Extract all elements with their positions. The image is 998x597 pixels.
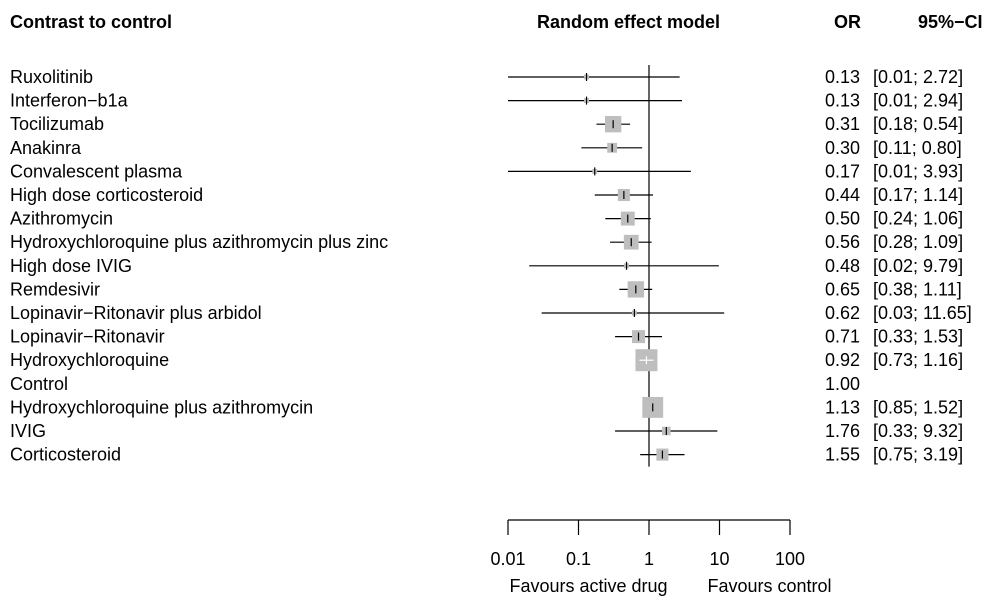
row-or-value: 0.30 [825, 138, 860, 158]
row-or-value: 0.65 [825, 279, 860, 299]
row-ci-value: [0.18; 0.54] [873, 114, 963, 134]
row-label: Hydroxychloroquine plus azithromycin [10, 397, 313, 417]
row-ci-value: [0.01; 3.93] [873, 161, 963, 181]
row-label: Tocilizumab [10, 114, 104, 134]
row-ci-value: [0.24; 1.06] [873, 209, 963, 229]
row-or-value: 0.92 [825, 350, 860, 370]
row-ci-value: [0.02; 9.79] [873, 256, 963, 276]
x-tick-label: 0.1 [566, 549, 591, 569]
row-ci-value: [0.38; 1.11] [873, 279, 962, 299]
row-label: Interferon−b1a [10, 91, 129, 111]
row-ci-value: [0.11; 0.80] [873, 138, 962, 158]
x-right-label: Favours control [707, 576, 831, 596]
row-or-value: 1.00 [825, 374, 860, 394]
row-label: Control [10, 374, 68, 394]
row-ci-value: [0.17; 1.14] [873, 185, 963, 205]
row-or-value: 0.56 [825, 232, 860, 252]
x-tick-label: 0.01 [490, 549, 525, 569]
row-label: Ruxolitinib [10, 67, 93, 87]
row-or-value: 0.13 [825, 91, 860, 111]
row-ci-value: [0.01; 2.72] [873, 67, 963, 87]
row-or-value: 0.31 [825, 114, 860, 134]
row-label: High dose IVIG [10, 256, 132, 276]
row-or-value: 0.44 [825, 185, 860, 205]
row-label: Lopinavir−Ritonavir plus arbidol [10, 303, 262, 323]
row-label: Lopinavir−Ritonavir [10, 327, 165, 347]
header-model: Random effect model [537, 12, 721, 32]
row-or-value: 0.48 [825, 256, 860, 276]
row-ci-value: [0.33; 9.32] [873, 421, 963, 441]
row-label: Hydroxychloroquine plus azithromycin plu… [10, 232, 388, 252]
row-label: High dose corticosteroid [10, 185, 203, 205]
row-ci-value: [0.73; 1.16] [873, 350, 963, 370]
row-or-value: 0.13 [825, 67, 860, 87]
row-label: Azithromycin [10, 209, 113, 229]
row-ci-value: [0.33; 1.53] [873, 327, 963, 347]
row-label: Hydroxychloroquine [10, 350, 169, 370]
row-or-value: 0.62 [825, 303, 860, 323]
row-or-value: 0.50 [825, 209, 860, 229]
row-label: Anakinra [10, 138, 82, 158]
row-or-value: 1.13 [825, 397, 860, 417]
row-or-value: 0.71 [825, 327, 860, 347]
row-label: Convalescent plasma [10, 161, 183, 181]
x-left-label: Favours active drug [509, 576, 667, 596]
row-label: Remdesivir [10, 279, 100, 299]
row-ci-value: [0.03; 11.65] [873, 303, 972, 323]
row-or-value: 1.55 [825, 445, 860, 465]
row-ci-value: [0.01; 2.94] [873, 91, 963, 111]
row-or-value: 0.17 [825, 161, 860, 181]
row-ci-value: [0.85; 1.52] [873, 397, 963, 417]
x-tick-label: 10 [709, 549, 729, 569]
x-tick-label: 100 [775, 549, 805, 569]
row-or-value: 1.76 [825, 421, 860, 441]
header-ci: 95%−CI [918, 12, 983, 32]
header-or: OR [834, 12, 861, 32]
row-ci-value: [0.75; 3.19] [873, 445, 963, 465]
x-tick-label: 1 [644, 549, 654, 569]
row-label: IVIG [10, 421, 46, 441]
row-label: Corticosteroid [10, 445, 121, 465]
header-contrast: Contrast to control [10, 12, 172, 32]
row-ci-value: [0.28; 1.09] [873, 232, 963, 252]
